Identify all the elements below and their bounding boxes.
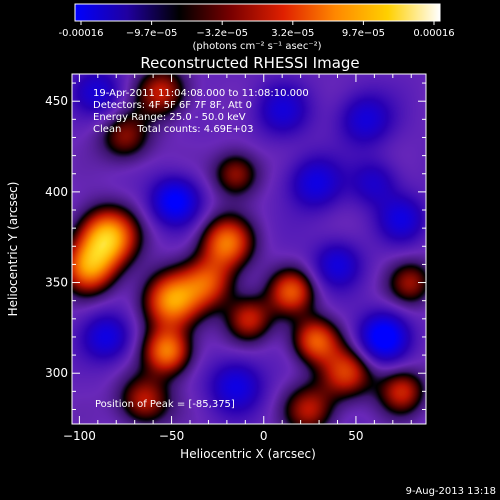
- y-tick-label: 450: [45, 94, 68, 108]
- colorbar-tick-label: 9.7e−05: [342, 28, 385, 39]
- annotation-energy-range: Energy Range: 25.0 - 50.0 keV: [93, 112, 246, 123]
- axis-ticks: −100 −50 0 50 300 350 400 450: [45, 74, 426, 443]
- info-annotations: 19-Apr-2011 11:04:08.000 to 11:08:10.000…: [93, 88, 309, 135]
- x-tick-label: 0: [260, 429, 268, 443]
- heatmap: [72, 74, 426, 424]
- x-tick-label: −50: [159, 429, 184, 443]
- colorbar-unit-label: (photons cm⁻² s⁻¹ asec⁻²): [192, 41, 321, 52]
- y-tick-label: 300: [45, 366, 68, 380]
- colorbar-tick-label: −9.7e−05: [126, 28, 178, 39]
- y-tick-label: 350: [45, 276, 68, 290]
- annotation-clean-counts: Clean Total counts: 4.69E+03: [93, 124, 253, 135]
- colorbar-tick-label: −3.2e−05: [196, 28, 248, 39]
- annotation-time-range: 19-Apr-2011 11:04:08.000 to 11:08:10.000: [93, 88, 309, 99]
- colorbar-tick-label: 0.00016: [413, 28, 454, 39]
- plot-area: −100 −50 0 50 300 350 400 450 19-Apr-2011 11:04…: [45, 73, 427, 443]
- y-tick-label: 400: [45, 185, 68, 199]
- footer-timestamp: 9-Aug-2013 13:18: [406, 486, 496, 497]
- colorbar-ticks: -0.00016 −9.7e−05 −3.2e−05 3.2e−05 9.7e−05 0.…: [59, 21, 455, 39]
- colorbar-tick-label: 3.2e−05: [271, 28, 314, 39]
- heatmap-container: [72, 74, 426, 424]
- colorbar-tick-label: -0.00016: [59, 28, 104, 39]
- chart-title: Reconstructed RHESSI Image: [140, 54, 359, 72]
- peak-position-label: Position of Peak = [-85,375]: [95, 399, 235, 410]
- colorbar: [74, 3, 441, 22]
- x-tick-label: 50: [348, 429, 363, 443]
- plot-frame: [71, 73, 427, 425]
- x-axis-label: Heliocentric X (arcsec): [180, 447, 316, 461]
- annotation-detectors: Detectors: 4F 5F 6F 7F 8F, Att 0: [93, 100, 252, 111]
- y-axis-label: Heliocentric Y (arcsec): [6, 182, 20, 317]
- x-tick-label: −100: [63, 429, 96, 443]
